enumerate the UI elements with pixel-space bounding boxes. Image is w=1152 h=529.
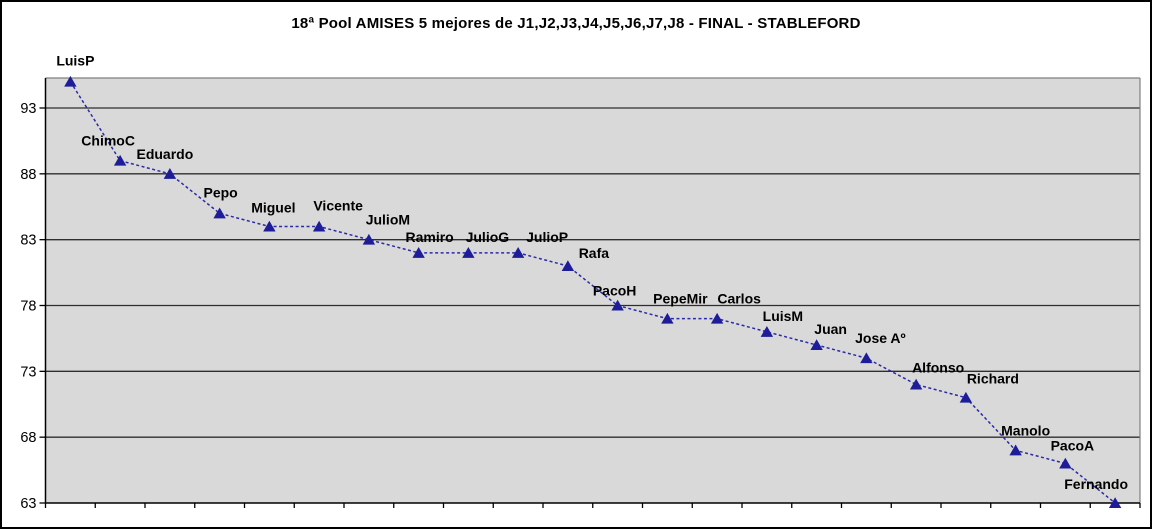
data-point-label: PacoA (1051, 438, 1095, 454)
data-point-label: Fernando (1064, 476, 1128, 492)
data-point-label: Rafa (579, 245, 610, 261)
data-point-label: Jose Aº (855, 330, 906, 346)
data-point-label: Carlos (717, 291, 761, 307)
plot-area (45, 78, 1140, 503)
data-point-marker (213, 207, 226, 219)
data-point-marker (661, 312, 674, 324)
data-point-marker (263, 220, 276, 232)
y-tick-label: 93 (20, 101, 36, 117)
data-point-marker (1059, 457, 1072, 469)
data-point-marker (561, 260, 575, 271)
data-point-marker (462, 247, 475, 258)
data-point-marker (362, 233, 376, 245)
data-point-marker (959, 391, 973, 403)
data-point-label: Eduardo (136, 146, 193, 162)
data-point-label: JulioP (526, 229, 568, 245)
y-tick-label: 83 (20, 233, 36, 249)
data-point-marker (760, 326, 774, 337)
data-point-label: Manolo (1001, 422, 1050, 438)
data-point-label: LuisM (763, 308, 803, 324)
data-point-marker (710, 312, 724, 324)
data-point-marker (113, 154, 127, 166)
y-tick-label: 88 (20, 167, 36, 183)
data-point-marker (511, 247, 525, 258)
y-tick-label: 63 (20, 496, 36, 512)
data-point-label: Juan (814, 321, 847, 337)
data-point-marker (860, 352, 873, 364)
data-point-marker (611, 299, 624, 311)
data-point-label: JulioM (366, 212, 410, 228)
chart-title: 18ª Pool AMISES 5 mejores de J1,J2,J3,J4… (291, 15, 861, 32)
data-point-label: ChimoC (81, 133, 135, 149)
series-line (69, 81, 1116, 504)
data-point-marker (312, 220, 326, 232)
data-point-label: PacoH (593, 283, 637, 299)
data-point-label: Richard (967, 371, 1019, 387)
data-point-label: PepeMir (653, 291, 708, 307)
y-tick-label: 68 (20, 430, 36, 446)
data-point-marker (163, 168, 177, 179)
data-point-label: Ramiro (406, 229, 454, 245)
data-point-marker (64, 75, 77, 87)
y-tick-label: 73 (20, 364, 36, 380)
data-point-label: Pepo (204, 184, 238, 200)
data-point-label: LuisP (56, 53, 94, 69)
data-point-marker (1108, 497, 1122, 508)
data-point-marker (1009, 444, 1022, 456)
data-point-marker (412, 247, 425, 258)
data-point-label: Alfonso (912, 360, 964, 376)
data-point-label: Miguel (251, 200, 295, 216)
y-tick-label: 78 (20, 299, 36, 315)
data-point-label: Vicente (313, 198, 363, 214)
data-point-marker (909, 378, 923, 390)
data-point-label: JulioG (466, 229, 510, 245)
data-point-marker (810, 339, 823, 350)
